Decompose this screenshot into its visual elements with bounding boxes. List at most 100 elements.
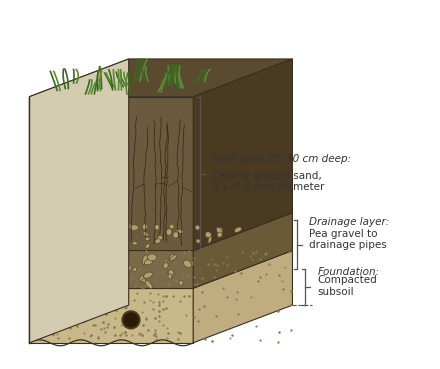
Ellipse shape: [104, 275, 109, 279]
Ellipse shape: [106, 272, 113, 278]
Ellipse shape: [34, 263, 40, 269]
Text: Closely graded sand,
0.1–0.6 mm diameter: Closely graded sand, 0.1–0.6 mm diameter: [212, 171, 324, 192]
Ellipse shape: [93, 231, 100, 236]
Ellipse shape: [77, 246, 83, 251]
Ellipse shape: [84, 267, 90, 277]
Ellipse shape: [143, 232, 148, 237]
Ellipse shape: [54, 261, 59, 266]
Ellipse shape: [65, 270, 70, 274]
Ellipse shape: [130, 225, 139, 230]
Circle shape: [122, 311, 140, 329]
Ellipse shape: [77, 270, 83, 276]
Ellipse shape: [93, 263, 102, 269]
Ellipse shape: [93, 253, 97, 259]
Ellipse shape: [39, 263, 45, 269]
Text: Drainage layer:: Drainage layer:: [309, 217, 389, 227]
Ellipse shape: [163, 263, 168, 269]
Ellipse shape: [33, 277, 36, 286]
Ellipse shape: [80, 282, 85, 286]
Ellipse shape: [87, 256, 93, 262]
Ellipse shape: [157, 236, 163, 241]
Ellipse shape: [132, 242, 137, 245]
Ellipse shape: [218, 227, 223, 234]
Ellipse shape: [69, 272, 74, 278]
Polygon shape: [193, 59, 293, 251]
Ellipse shape: [147, 254, 157, 261]
Ellipse shape: [91, 270, 95, 275]
Ellipse shape: [68, 264, 75, 270]
Polygon shape: [29, 97, 193, 251]
Ellipse shape: [111, 268, 116, 275]
Ellipse shape: [33, 258, 40, 262]
Ellipse shape: [52, 262, 59, 272]
Ellipse shape: [76, 255, 81, 259]
Ellipse shape: [166, 229, 172, 235]
Polygon shape: [193, 213, 293, 288]
Ellipse shape: [131, 227, 135, 231]
Ellipse shape: [70, 276, 77, 284]
Ellipse shape: [118, 228, 125, 236]
Ellipse shape: [77, 236, 81, 241]
Ellipse shape: [154, 224, 159, 230]
Ellipse shape: [146, 244, 150, 248]
Polygon shape: [29, 251, 193, 288]
Polygon shape: [29, 288, 193, 343]
Polygon shape: [29, 59, 128, 343]
Ellipse shape: [235, 227, 242, 232]
Ellipse shape: [205, 232, 211, 238]
Ellipse shape: [168, 274, 172, 279]
Ellipse shape: [169, 224, 174, 229]
Ellipse shape: [70, 254, 77, 259]
Ellipse shape: [208, 236, 212, 243]
Ellipse shape: [42, 277, 47, 281]
Ellipse shape: [85, 282, 91, 287]
Ellipse shape: [145, 280, 152, 289]
Ellipse shape: [155, 239, 161, 243]
Ellipse shape: [173, 232, 179, 238]
Polygon shape: [193, 251, 293, 343]
Ellipse shape: [144, 259, 153, 265]
Ellipse shape: [113, 258, 119, 265]
Ellipse shape: [84, 253, 89, 257]
Ellipse shape: [167, 271, 175, 275]
Ellipse shape: [120, 233, 125, 239]
Text: Root zone 25–30 cm deep:: Root zone 25–30 cm deep:: [212, 154, 351, 164]
Text: Compacted
subsoil: Compacted subsoil: [317, 275, 377, 297]
Ellipse shape: [108, 229, 111, 237]
Ellipse shape: [176, 230, 183, 233]
Ellipse shape: [75, 255, 79, 259]
Ellipse shape: [61, 265, 65, 270]
Ellipse shape: [58, 275, 66, 283]
Ellipse shape: [128, 224, 133, 230]
Ellipse shape: [133, 267, 137, 272]
Ellipse shape: [170, 255, 177, 261]
Ellipse shape: [183, 260, 191, 268]
Ellipse shape: [98, 241, 105, 248]
Ellipse shape: [34, 277, 37, 281]
Ellipse shape: [118, 256, 123, 265]
Ellipse shape: [195, 225, 200, 230]
Ellipse shape: [139, 276, 144, 282]
Ellipse shape: [72, 272, 77, 277]
Ellipse shape: [142, 224, 147, 230]
Ellipse shape: [125, 265, 132, 271]
Ellipse shape: [196, 239, 200, 243]
Ellipse shape: [168, 270, 174, 276]
Ellipse shape: [179, 280, 183, 285]
Ellipse shape: [38, 275, 43, 280]
Text: Foundation:: Foundation:: [317, 267, 379, 277]
Ellipse shape: [143, 255, 147, 264]
Ellipse shape: [145, 237, 150, 241]
Ellipse shape: [68, 270, 71, 279]
Ellipse shape: [216, 227, 223, 235]
Polygon shape: [29, 213, 293, 251]
Polygon shape: [29, 59, 293, 97]
Polygon shape: [29, 251, 293, 288]
Ellipse shape: [217, 232, 222, 237]
Ellipse shape: [169, 254, 176, 261]
Circle shape: [124, 313, 138, 327]
Ellipse shape: [30, 282, 40, 288]
Text: Pea gravel to
drainage pipes: Pea gravel to drainage pipes: [309, 229, 387, 251]
Ellipse shape: [119, 256, 124, 266]
Ellipse shape: [46, 255, 53, 261]
